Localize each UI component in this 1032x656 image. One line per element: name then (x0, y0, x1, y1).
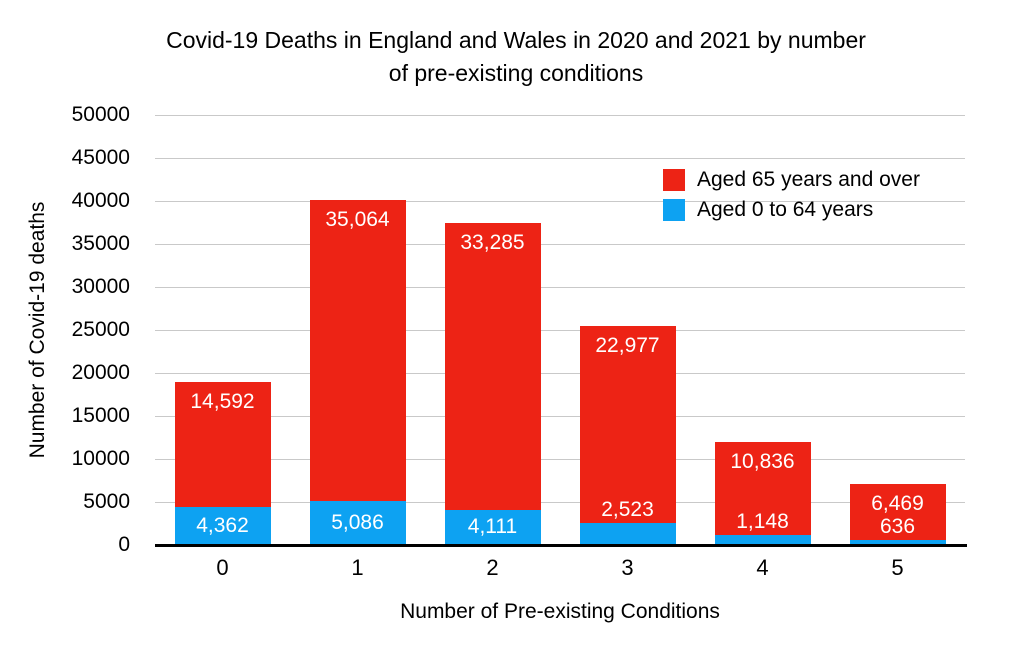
legend-label: Aged 0 to 64 years (697, 198, 874, 221)
legend-swatch (663, 169, 685, 191)
bar-segment-aged-0-to-64 (174, 507, 271, 545)
gridline (155, 458, 965, 460)
gridline (155, 329, 965, 331)
legend-item: Aged 0 to 64 years (663, 198, 920, 222)
y-tick-label: 15000 (71, 404, 130, 427)
bar-value-label-aged-0-to-64: 4,362 (196, 514, 249, 538)
legend-item: Aged 65 years and over (663, 168, 920, 192)
bar-value-label-aged-0-to-64: 4,111 (467, 515, 518, 539)
bar-value-label-aged-0-to-64: 636 (879, 514, 916, 538)
plot-area: 14,592 4,362 35,064 5,086 33,285 4,111 22,977 2… (155, 114, 967, 547)
gridline (155, 286, 965, 288)
legend-label: Aged 65 years and over (697, 168, 920, 191)
y-tick-label: 0 (118, 533, 130, 556)
bar-segment-aged-65-and-over (849, 483, 946, 540)
gridline (155, 157, 965, 159)
bar-value-label-aged-0-to-64: 5,086 (331, 511, 384, 535)
bar-segment-aged-0-to-64 (444, 509, 541, 545)
bar-segment-aged-65-and-over (579, 325, 676, 524)
gridline (155, 415, 965, 417)
bar-segment-aged-65-and-over (714, 441, 811, 536)
x-tick-label: 2 (486, 555, 499, 580)
bar-segment-aged-65-and-over (444, 223, 541, 510)
bar-segment-aged-0-to-64 (309, 501, 406, 545)
gridline (155, 200, 965, 202)
y-tick-label: 30000 (71, 275, 130, 298)
y-tick-label: 40000 (71, 189, 130, 212)
gridline (155, 501, 965, 503)
x-tick-label: 5 (891, 555, 904, 580)
x-tick-label: 3 (621, 555, 634, 580)
bar-value-label-aged-65-and-over: 14,592 (190, 389, 255, 413)
bar-segment-aged-0-to-64 (579, 523, 676, 545)
bar-value-label-aged-65-and-over: 22,977 (595, 333, 660, 357)
x-tick-label: 4 (756, 555, 769, 580)
legend-swatch (663, 199, 685, 221)
bar-segment-aged-65-and-over (309, 199, 406, 502)
bar-value-label-aged-65-and-over: 33,285 (460, 231, 525, 255)
y-tick-label: 35000 (71, 232, 130, 255)
bar-segment-aged-65-and-over (174, 381, 271, 508)
gridline (155, 372, 965, 374)
bar-value-label-aged-0-to-64: 1,148 (736, 510, 789, 534)
y-tick-label: 5000 (83, 490, 130, 513)
gridline (155, 243, 965, 245)
bar-value-label-aged-65-and-over: 6,469 (871, 491, 924, 515)
bar-segment-aged-0-to-64 (714, 535, 811, 545)
y-tick-label: 20000 (71, 361, 130, 384)
bar-value-label-aged-0-to-64: 2,523 (601, 498, 654, 522)
legend: Aged 65 years and over Aged 0 to 64 years (663, 168, 920, 228)
y-tick-label: 45000 (71, 146, 130, 169)
x-axis-line (155, 544, 967, 547)
y-tick-label: 50000 (71, 103, 130, 126)
chart-title: Covid-19 Deaths in England and Wales in … (166, 27, 866, 86)
x-axis-title: Number of Pre-existing Conditions (400, 600, 720, 623)
y-tick-label: 10000 (71, 447, 130, 470)
x-tick-label: 1 (351, 555, 364, 580)
bar-value-label-aged-65-and-over: 10,836 (730, 449, 795, 473)
gridline (155, 114, 965, 116)
y-axis-tick-labels: 0 5000 10000 15000 20000 25000 30000 35000 40000… (0, 104, 140, 556)
x-tick-label: 0 (216, 555, 229, 580)
bar-value-label-aged-65-and-over: 35,064 (325, 207, 390, 231)
y-tick-label: 25000 (71, 318, 130, 341)
x-axis-tick-labels: 0 1 2 3 4 5 (155, 556, 965, 584)
bar-segment-aged-0-to-64 (849, 539, 946, 545)
